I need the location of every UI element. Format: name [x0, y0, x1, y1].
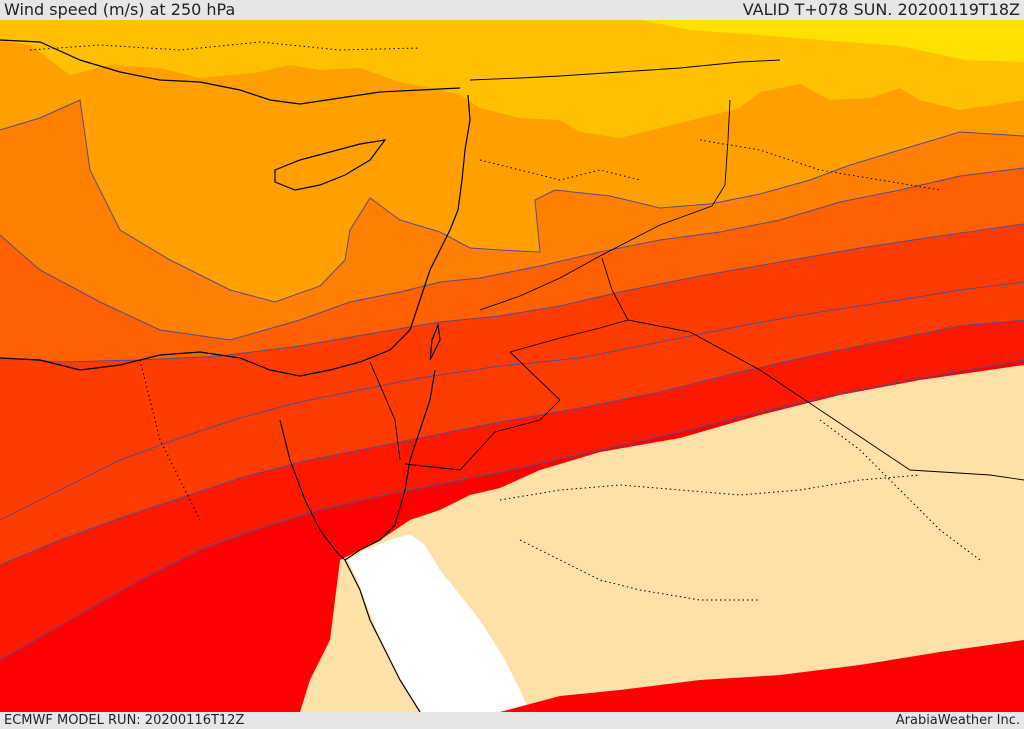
valid-time: VALID T+078 SUN. 20200119T18Z [742, 0, 1020, 19]
credit: ArabiaWeather Inc. [895, 713, 1020, 728]
model-run: ECMWF MODEL RUN: 20200116T12Z [4, 713, 245, 728]
borders [369, 59, 1024, 481]
footer-bar: ECMWF MODEL RUN: 20200116T12Z ArabiaWeat… [0, 712, 1024, 729]
band-1 [640, 20, 1024, 62]
red-sea [348, 534, 530, 712]
wind-contours [0, 99, 1024, 661]
map-title: Wind speed (m/s) at 250 hPa [4, 0, 236, 19]
admin-boundaries [29, 41, 981, 601]
header-bar: Wind speed (m/s) at 250 hPa VALID T+078 … [0, 0, 1024, 20]
southern-jet [500, 640, 1024, 712]
wind-speed-map[interactable] [0, 20, 1024, 712]
